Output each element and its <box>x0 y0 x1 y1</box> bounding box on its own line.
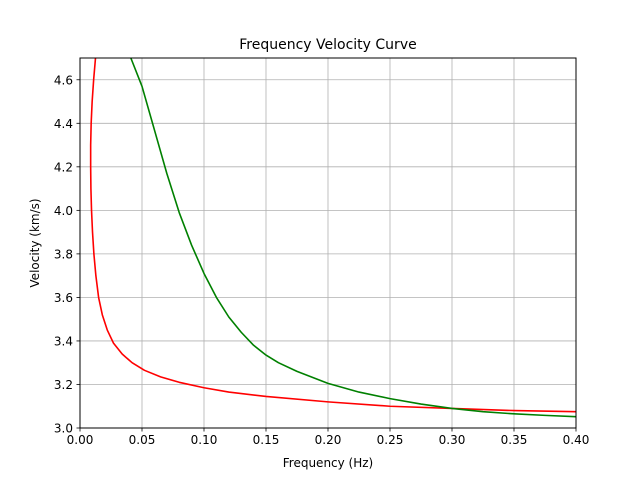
x-tick-label: 0.15 <box>253 433 280 447</box>
series-layer <box>89 58 576 418</box>
x-tick-label: 0.20 <box>315 433 342 447</box>
x-tick-label: 0.35 <box>501 433 528 447</box>
y-axis-ticks: 3.0 3.2 3.4 3.6 3.8 4.0 4.2 4.4 4.6 <box>54 73 80 436</box>
series-line <box>130 58 576 418</box>
series-1 <box>89 58 576 413</box>
y-tick-label: 4.4 <box>54 117 73 131</box>
x-axis-ticks: 0.00 0.05 0.10 0.15 0.20 0.25 0.30 0.35 0.40 <box>67 428 590 447</box>
x-tick-label: 0.25 <box>377 433 404 447</box>
x-tick-label: 0.30 <box>439 433 466 447</box>
x-tick-label: 0.00 <box>67 433 94 447</box>
y-tick-label: 3.2 <box>54 378 73 392</box>
x-tick-label: 0.40 <box>563 433 590 447</box>
x-axis-label: Frequency (Hz) <box>283 456 374 470</box>
y-tick-label: 3.6 <box>54 291 73 305</box>
series-2 <box>130 58 576 418</box>
series-line <box>89 58 576 413</box>
y-tick-label: 4.6 <box>54 73 73 87</box>
y-tick-label: 3.4 <box>54 334 73 348</box>
x-tick-label: 0.10 <box>191 433 218 447</box>
y-tick-label: 3.0 <box>54 422 73 436</box>
y-tick-label: 4.2 <box>54 160 73 174</box>
y-axis-label: Velocity (km/s) <box>28 198 42 287</box>
chart-title: Frequency Velocity Curve <box>239 37 416 53</box>
y-tick-label: 4.0 <box>54 204 73 218</box>
grid-lines <box>79 58 577 429</box>
x-tick-label: 0.05 <box>129 433 156 447</box>
y-tick-label: 3.8 <box>54 247 73 261</box>
